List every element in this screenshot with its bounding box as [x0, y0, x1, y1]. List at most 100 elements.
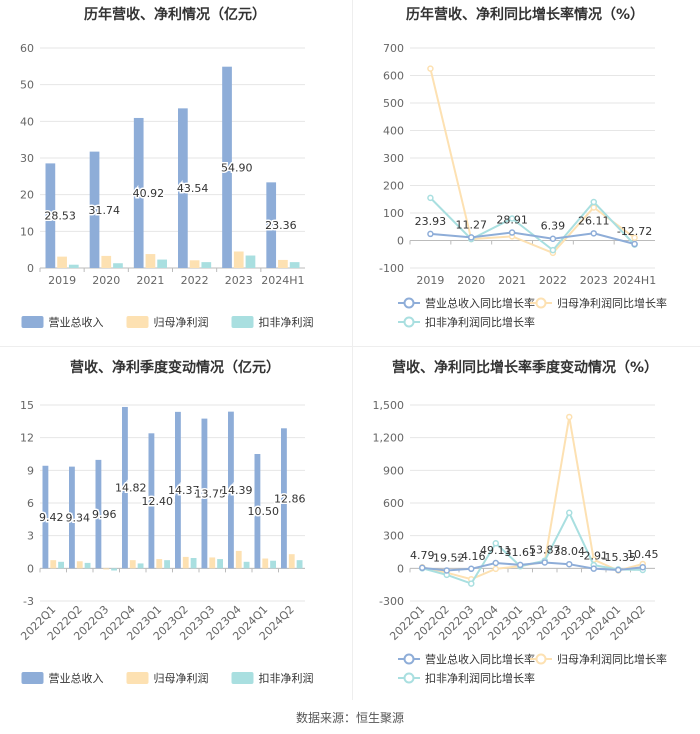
series-line-营业总收入同比增长率 [430, 231, 635, 245]
legend-label: 归母净利润 [154, 315, 209, 329]
data-label: 28.91 [496, 214, 528, 227]
bar-营业总收入 [133, 117, 144, 269]
data-label: 12.86 [274, 492, 306, 505]
y-tick-label: -3 [23, 595, 34, 608]
bar-归母净利润 [101, 255, 112, 268]
data-label: 53.87 [529, 543, 561, 556]
bar-扣非净利润 [201, 262, 212, 268]
bar-扣非净利润 [84, 562, 91, 569]
data-point [443, 567, 450, 574]
data-point [508, 215, 516, 222]
y-tick-label: 60 [20, 42, 34, 55]
x-tick-label: 2024H1 [613, 274, 656, 287]
x-tick-label: 2024H1 [261, 274, 304, 287]
legend-swatch [126, 672, 149, 684]
y-tick-label: 12 [20, 432, 34, 445]
bar-归母净利润 [156, 559, 163, 569]
data-point [615, 566, 622, 574]
legend-label: 营业总收入 [49, 315, 104, 329]
data-label: 23.36 [265, 219, 297, 232]
y-tick-label: 6 [27, 497, 34, 510]
data-point [427, 65, 434, 72]
data-point [517, 561, 524, 569]
bar-扣非净利润 [164, 560, 170, 569]
data-point [590, 198, 597, 206]
legend-swatch [126, 316, 149, 328]
bar-扣非净利润 [157, 259, 167, 268]
chart-annual-growth-rate: -100 0 100 200 300 400 500 600 700 2019 2020 2021 20… [379, 42, 667, 329]
legend-swatch [21, 316, 44, 328]
data-point [427, 230, 434, 238]
x-tick-label: 2021 [136, 274, 164, 287]
bar-营业总收入 [89, 151, 100, 268]
y-tick-label: 600 [383, 497, 404, 510]
bar-归母净利润 [235, 550, 242, 569]
data-label: 9.96 [92, 508, 117, 521]
x-tick-label: 2021 [498, 274, 526, 287]
chart-title: 营收、净利季度变动情况（亿元） [70, 360, 280, 376]
data-point [590, 230, 597, 237]
legend-marker [403, 297, 415, 309]
legend-label: 扣非净利润同比增长率 [425, 671, 535, 685]
data-label: 9.42 [39, 511, 64, 524]
chart-title: 历年营收、净利情况（亿元） [84, 7, 266, 23]
legend-marker [535, 653, 547, 665]
x-tick-label: 2020 [457, 274, 485, 287]
bar-营业总收入 [201, 418, 208, 569]
bar-归母净利润 [76, 561, 83, 569]
data-label: 14.39 [221, 484, 253, 497]
data-label: -4.16 [457, 550, 485, 563]
data-label: 10.45 [627, 548, 659, 561]
legend-swatch [21, 672, 44, 684]
data-label: 12.40 [142, 495, 174, 508]
data-label: 54.90 [221, 161, 253, 174]
data-label: 6.39 [541, 220, 566, 233]
legend-marker [535, 297, 547, 309]
y-tick-label: 15 [20, 399, 34, 412]
horizontal-divider [0, 346, 700, 347]
y-tick-label: 20 [20, 189, 34, 202]
bar-扣非净利润 [296, 560, 303, 569]
bar-营业总收入 [95, 459, 102, 569]
bar-扣非净利润 [113, 263, 123, 268]
data-label: 10.50 [248, 505, 280, 518]
data-label: -19.52 [429, 551, 464, 564]
x-tick-label: 2022 [539, 274, 567, 287]
data-label: -12.72 [617, 225, 652, 238]
bar-归母净利润 [103, 568, 110, 570]
bar-归母净利润 [129, 560, 136, 569]
data-point [492, 540, 499, 547]
data-label: 13.75 [195, 487, 227, 500]
chart-annual-revenue-profit: 0 10 20 30 40 50 60 2019 2020 2021 2022 2023 2024H1 2… [20, 42, 314, 329]
legend-label: 扣非净利润同比增长率 [425, 315, 535, 329]
data-point [492, 559, 499, 567]
data-point [549, 246, 557, 254]
chart-quarterly-growth-rate: -30003006009001,2001,5002022Q12022Q22022… [373, 399, 668, 685]
chart-panel-quarterly-growth: 营收、净利同比增长率季度变动情况（%） -300 0 300 600 900 1,200 1… [350, 352, 700, 700]
data-point [492, 565, 499, 573]
y-tick-label: 600 [383, 70, 404, 83]
data-label: 31.74 [89, 204, 121, 217]
y-tick-label: -100 [379, 262, 404, 275]
data-label: -15.35 [601, 551, 636, 564]
data-point [468, 580, 475, 587]
x-tick-label: 2023 [225, 274, 253, 287]
chart-title: 营收、净利同比增长率季度变动情况（%） [391, 360, 659, 376]
legend-label: 归母净利润 [154, 671, 209, 685]
bar-营业总收入 [228, 411, 234, 569]
legend-label: 营业总收入同比增长率 [425, 652, 535, 666]
y-tick-label: 0 [397, 562, 404, 575]
legend-swatch [231, 672, 254, 684]
data-label: 9.34 [66, 511, 91, 524]
data-label: -2.91 [580, 550, 608, 563]
data-label: 14.82 [115, 482, 147, 495]
data-point [566, 413, 573, 421]
y-tick-label: 300 [383, 530, 404, 543]
bar-归母净利润 [182, 556, 189, 569]
y-tick-label: 40 [20, 115, 34, 128]
series-line-扣非净利润同比增长率 [429, 197, 636, 252]
legend-marker [403, 316, 415, 328]
chart-title: 历年营收、净利同比增长率情况（%） [405, 7, 645, 23]
data-label: 26.11 [578, 214, 610, 227]
data-label: 40.92 [133, 187, 165, 200]
